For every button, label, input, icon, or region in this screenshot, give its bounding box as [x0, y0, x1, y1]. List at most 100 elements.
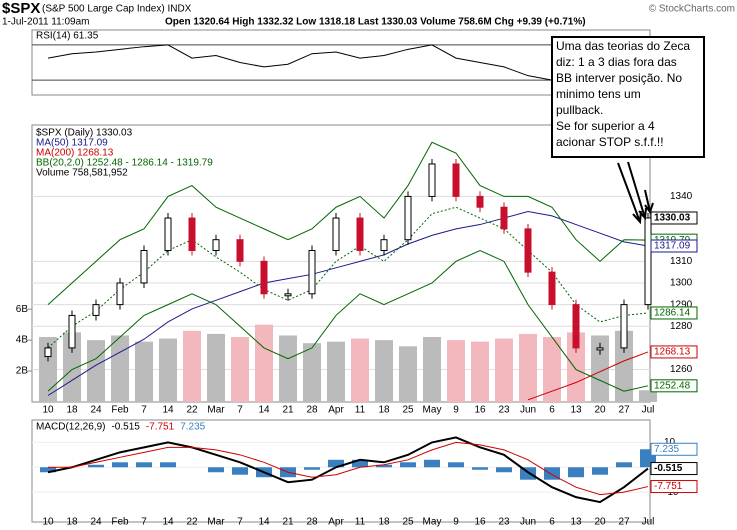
candle: [548, 271, 556, 306]
x-tick-label: 7: [237, 405, 243, 416]
histogram-bar: [496, 467, 512, 473]
x-tick-label: 14: [258, 405, 270, 416]
value-badge-label: 1268.13: [654, 347, 691, 358]
histogram-bar: [232, 467, 248, 475]
annotation-line: diz: 1 a 3 dias fora das: [556, 55, 677, 69]
x-tick-label: 18: [378, 517, 390, 528]
legend-entry: Volume 758,581,952: [36, 168, 128, 179]
legend-entry: -0.515: [111, 422, 140, 433]
x-tick-label: Apr: [328, 517, 344, 528]
x-tick-label: 25: [402, 405, 414, 416]
candle: [644, 217, 652, 306]
x-tick-label: 6: [549, 405, 555, 416]
histogram-bar: [400, 462, 416, 468]
x-tick-label: 20: [594, 517, 606, 528]
annotation-line: pullback.: [556, 103, 603, 117]
candle: [164, 217, 172, 252]
copyright: © StockCharts.com: [649, 4, 735, 15]
volume-bar: [63, 332, 81, 402]
legend-entry: MA(200) 1268.13: [36, 148, 114, 159]
candle: [452, 163, 460, 197]
y-tick-label: 1300: [670, 278, 693, 289]
volume-bar: [543, 337, 561, 402]
volume-bar: [255, 324, 273, 402]
indicator-line: [527, 351, 649, 401]
x-tick-label: 13: [570, 517, 582, 528]
x-tick-label: 11: [355, 405, 366, 416]
volume-tick-label: 4B: [16, 335, 29, 346]
x-tick-label: 13: [570, 405, 582, 416]
x-tick-label: 28: [306, 517, 318, 528]
value-badge: [650, 239, 698, 253]
candle: [404, 195, 412, 241]
histogram-bar: [40, 467, 56, 473]
volume-bar: [471, 341, 489, 402]
histogram-bar: [304, 467, 320, 470]
histogram-bar: [352, 459, 368, 468]
histogram-bar: [592, 467, 608, 475]
histogram-bar: [112, 462, 128, 468]
y-tick-label: 1310: [670, 256, 693, 267]
symbol: $SPX: [2, 0, 40, 17]
macd-line: [48, 441, 649, 496]
volume-bar: [375, 340, 393, 402]
volume-bar: [327, 341, 345, 402]
value-badge-label: 1286.14: [654, 308, 691, 319]
x-tick-label: 22: [186, 517, 198, 528]
legend-entry: MA(50) 1317.09: [36, 138, 108, 149]
value-badge-label: -7.751: [654, 481, 683, 492]
candle: [380, 239, 388, 252]
x-tick-label: 11: [355, 517, 366, 528]
candle: [428, 163, 436, 197]
x-tick-label: May: [423, 517, 442, 528]
x-tick-label: 24: [90, 517, 102, 528]
histogram-bar: [208, 467, 224, 473]
x-tick-label: 10: [42, 517, 54, 528]
value-badge: [650, 480, 698, 494]
x-tick-label: 18: [66, 517, 78, 528]
volume-bar: [639, 390, 657, 402]
histogram-bar: [424, 459, 440, 468]
x-tick-label: 24: [90, 405, 102, 416]
rsi-line: [47, 44, 649, 81]
x-tick-label: Feb: [111, 517, 129, 528]
value-badge-label: 1330.03: [654, 213, 691, 224]
volume-bar: [399, 346, 417, 402]
candle: [476, 195, 484, 208]
y-tick-label: 1290: [670, 299, 693, 310]
x-tick-label: 18: [378, 405, 390, 416]
x-tick-label: Mar: [207, 405, 225, 416]
volume-bar: [279, 335, 297, 402]
x-tick-label: May: [423, 405, 442, 416]
x-tick-label: 14: [258, 517, 270, 528]
volume-bar: [231, 337, 249, 402]
legend-entry: MACD(12,26,9): [36, 422, 105, 433]
x-tick-label: Jun: [520, 517, 536, 528]
histogram-bar: [472, 467, 488, 470]
x-tick-label: 20: [594, 405, 606, 416]
x-tick-label: 9: [453, 405, 459, 416]
candle: [140, 250, 148, 284]
x-tick-label: 23: [498, 517, 510, 528]
legend-entry: -7.751: [146, 422, 175, 433]
volume-bar: [183, 330, 201, 402]
y-tick-label: 1340: [670, 191, 693, 202]
x-tick-label: 27: [618, 405, 630, 416]
volume-tick-label: 2B: [16, 366, 29, 377]
value-badge: [650, 379, 698, 393]
legend-entry: BB(20,2.0) 1252.48 - 1286.14 - 1319.79: [36, 158, 213, 169]
macd-line: [47, 436, 649, 504]
value-badge-label: 7.235: [654, 444, 679, 455]
volume-bar: [135, 341, 153, 402]
value-badge: [650, 211, 698, 225]
volume-bar: [615, 330, 633, 402]
x-tick-label: Apr: [328, 405, 344, 416]
histogram-bar: [616, 462, 632, 468]
datetime: 1-Jul-2011 11:09am: [2, 17, 89, 28]
candle: [572, 304, 580, 349]
x-tick-label: 23: [498, 405, 510, 416]
x-tick-label: 25: [402, 517, 414, 528]
x-tick-label: 28: [306, 405, 318, 416]
candle: [596, 347, 604, 351]
